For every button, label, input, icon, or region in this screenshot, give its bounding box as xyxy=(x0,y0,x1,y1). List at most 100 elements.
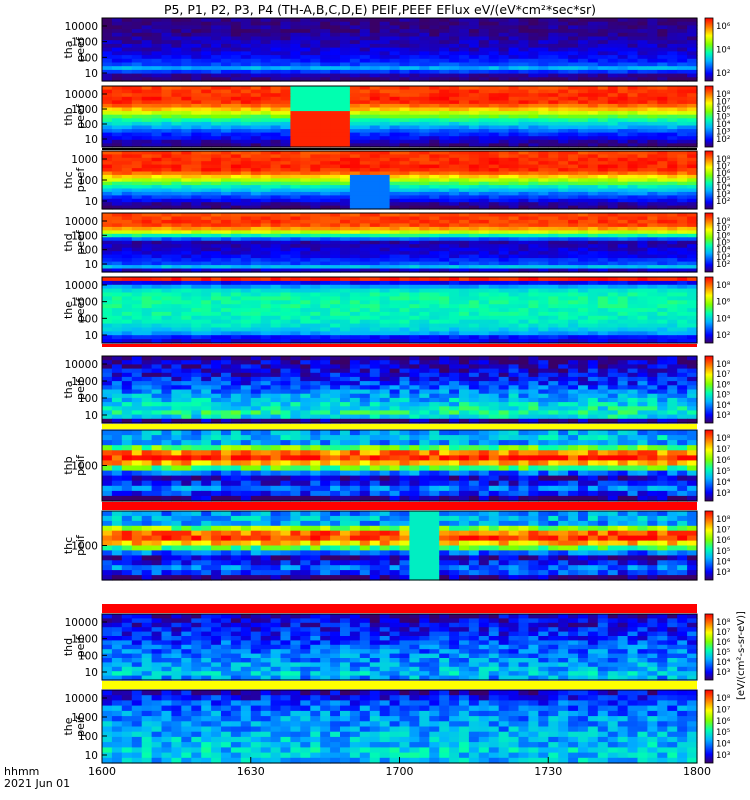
heatmap-cell xyxy=(349,164,361,169)
heatmap-cell xyxy=(300,62,311,67)
heatmap-cell xyxy=(548,292,559,297)
heatmap-cell xyxy=(399,143,410,148)
heatmap-cell xyxy=(597,62,609,67)
heatmap-cell xyxy=(201,69,212,75)
heatmap-cell xyxy=(280,114,291,119)
heatmap-cell xyxy=(419,280,430,286)
heatmap-cell xyxy=(141,40,153,45)
heatmap-cell xyxy=(221,25,232,30)
heatmap-cell xyxy=(449,143,460,148)
heatmap-cell xyxy=(528,132,539,137)
heatmap-cell xyxy=(280,300,291,305)
heatmap-cell xyxy=(558,86,569,91)
heatmap-cell xyxy=(597,178,609,183)
heatmap-cell xyxy=(468,226,480,231)
heatmap-cell xyxy=(399,319,410,325)
heatmap-cell xyxy=(558,157,569,162)
heatmap-cell xyxy=(607,164,619,169)
heatmap-cell xyxy=(141,32,153,38)
heatmap-cell xyxy=(290,168,301,173)
heatmap-cell xyxy=(488,96,500,101)
heatmap-cell xyxy=(121,213,133,218)
heatmap-cell xyxy=(468,29,480,34)
heatmap-cell xyxy=(667,226,678,231)
heatmap-cell xyxy=(131,230,143,235)
heatmap-cell xyxy=(488,223,500,228)
heatmap-cell xyxy=(538,154,549,159)
heatmap-cell xyxy=(429,157,440,162)
heatmap-cell xyxy=(250,154,262,159)
heatmap-cell xyxy=(240,139,252,144)
heatmap-cell xyxy=(191,93,202,98)
heatmap-cell xyxy=(320,161,331,166)
heatmap-cell xyxy=(389,319,401,325)
heatmap-cell xyxy=(111,292,123,297)
heatmap-cell xyxy=(449,29,460,34)
heatmap-cell xyxy=(617,237,629,242)
heatmap-cell xyxy=(439,319,450,325)
heatmap-cell xyxy=(449,125,460,130)
heatmap-cell xyxy=(181,308,192,313)
heatmap-cell xyxy=(240,93,252,98)
heatmap-cell xyxy=(478,143,490,148)
heatmap-cell xyxy=(349,178,361,183)
y-axis-label-probe: thc xyxy=(62,171,75,188)
heatmap-cell xyxy=(627,69,639,75)
heatmap-cell xyxy=(449,136,460,141)
heatmap-cell xyxy=(171,139,182,144)
heatmap-cell xyxy=(597,288,609,294)
heatmap-cell xyxy=(300,185,311,190)
heatmap-cell xyxy=(320,296,331,301)
heatmap-cell xyxy=(330,327,341,332)
heatmap-cell xyxy=(240,240,252,245)
heatmap-cell xyxy=(221,288,232,294)
heatmap-cell xyxy=(310,288,321,294)
heatmap-cell xyxy=(280,213,291,218)
heatmap-cell xyxy=(647,277,658,282)
heatmap-cell xyxy=(151,125,163,130)
heatmap-cell xyxy=(449,32,460,38)
heatmap-cell xyxy=(637,261,648,266)
heatmap-cell xyxy=(468,327,480,332)
heatmap-cell xyxy=(677,66,688,71)
heatmap-cell xyxy=(280,25,291,30)
heatmap-cell xyxy=(389,181,401,186)
heatmap-cell xyxy=(528,247,539,252)
heatmap-cell xyxy=(429,237,440,242)
heatmap-cell xyxy=(597,111,609,116)
heatmap-cell xyxy=(131,86,143,91)
heatmap-cell xyxy=(191,62,202,67)
heatmap-cell xyxy=(131,311,143,317)
heatmap-cell xyxy=(161,174,172,179)
heatmap-cell xyxy=(627,96,639,101)
heatmap-cell xyxy=(111,100,123,105)
heatmap-cell xyxy=(270,191,282,196)
heatmap-cell xyxy=(300,277,311,282)
heatmap-cell xyxy=(558,118,569,123)
colorbar-tick-label: 10² xyxy=(716,260,730,270)
heatmap-cell xyxy=(468,237,480,242)
heatmap-cell xyxy=(439,323,450,329)
heatmap-cell xyxy=(677,284,688,290)
heatmap-cell xyxy=(468,32,480,38)
heatmap-cell xyxy=(449,132,460,137)
heatmap-cell xyxy=(349,296,361,301)
heatmap-cell xyxy=(240,319,252,325)
heatmap-cell xyxy=(597,29,609,34)
heatmap-cell xyxy=(141,114,153,119)
heatmap-cell xyxy=(498,205,510,210)
heatmap-cell xyxy=(667,247,678,252)
heatmap-cell xyxy=(102,198,113,203)
heatmap-cell xyxy=(508,32,520,38)
heatmap-cell xyxy=(439,154,450,159)
heatmap-cell xyxy=(191,254,202,259)
heatmap-cell xyxy=(260,230,272,235)
heatmap-cell xyxy=(498,280,510,286)
heatmap-cell xyxy=(240,223,252,228)
heatmap-cell xyxy=(320,191,331,196)
heatmap-cell xyxy=(399,237,410,242)
y-tick-label: 10 xyxy=(85,134,98,146)
heatmap-cell xyxy=(201,219,212,224)
heatmap-cell xyxy=(667,103,678,109)
heatmap-cell xyxy=(250,292,262,297)
